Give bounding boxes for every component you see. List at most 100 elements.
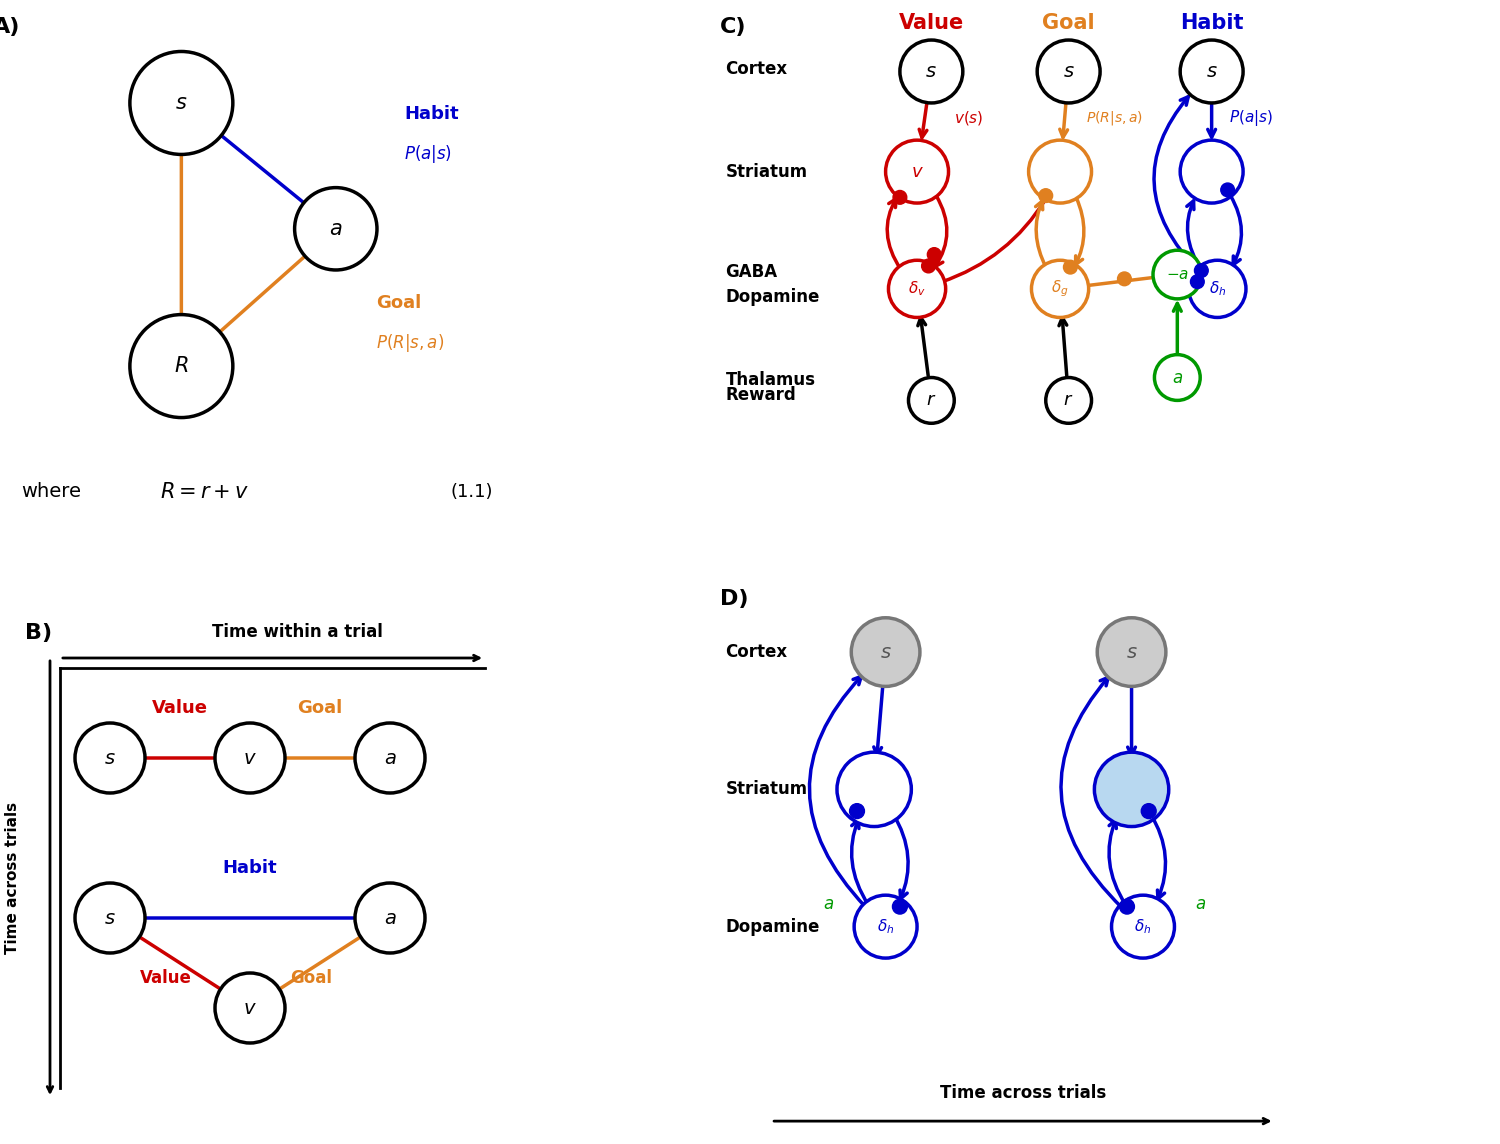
Text: Dopamine: Dopamine	[726, 917, 821, 936]
Circle shape	[1029, 140, 1092, 204]
Text: (1.1): (1.1)	[450, 483, 492, 501]
FancyArrowPatch shape	[1059, 318, 1066, 375]
Circle shape	[130, 51, 232, 154]
Circle shape	[1190, 261, 1246, 318]
Text: $P(R|s,a)$: $P(R|s,a)$	[1086, 110, 1143, 127]
Circle shape	[1064, 261, 1077, 275]
Circle shape	[1154, 251, 1202, 299]
FancyArrowPatch shape	[918, 318, 928, 375]
Text: $\delta_h$: $\delta_h$	[1209, 279, 1225, 299]
Circle shape	[1112, 895, 1174, 959]
Text: $R$: $R$	[174, 356, 189, 376]
Text: $v(s)$: $v(s)$	[954, 110, 984, 127]
Circle shape	[1180, 40, 1244, 103]
Text: $s$: $s$	[104, 748, 116, 768]
Text: $\delta_h$: $\delta_h$	[1134, 917, 1152, 936]
Text: Time across trials: Time across trials	[4, 802, 20, 954]
Circle shape	[1118, 272, 1131, 286]
Circle shape	[885, 140, 948, 204]
Circle shape	[356, 883, 424, 953]
FancyArrowPatch shape	[886, 199, 902, 270]
Text: $s$: $s$	[104, 908, 116, 928]
FancyArrowPatch shape	[940, 199, 1046, 283]
Text: Reward: Reward	[726, 386, 796, 404]
Text: $a$: $a$	[328, 219, 342, 239]
FancyArrowPatch shape	[1208, 102, 1215, 137]
FancyArrowPatch shape	[1150, 813, 1166, 899]
FancyArrowPatch shape	[1154, 97, 1198, 272]
Text: Thalamus: Thalamus	[726, 372, 816, 389]
Text: A): A)	[0, 17, 20, 37]
Text: Value: Value	[898, 13, 964, 33]
Text: where: where	[21, 483, 81, 501]
FancyArrowPatch shape	[936, 196, 946, 267]
FancyArrowPatch shape	[202, 120, 315, 212]
Text: $s$: $s$	[176, 93, 188, 113]
Text: Dopamine: Dopamine	[726, 288, 821, 307]
Text: Cortex: Cortex	[726, 643, 788, 661]
FancyArrowPatch shape	[1108, 820, 1125, 905]
Circle shape	[1096, 618, 1166, 686]
Text: Goal: Goal	[376, 294, 422, 312]
Circle shape	[1032, 261, 1089, 318]
Circle shape	[1095, 753, 1168, 826]
Text: $P(a|s)$: $P(a|s)$	[405, 143, 453, 166]
Circle shape	[837, 753, 912, 826]
Text: $P(a|s)$: $P(a|s)$	[1228, 109, 1274, 128]
Circle shape	[1036, 40, 1100, 103]
Text: Habit: Habit	[222, 859, 278, 877]
Circle shape	[1221, 183, 1234, 197]
FancyArrowPatch shape	[1060, 677, 1122, 908]
Circle shape	[1155, 355, 1200, 400]
Circle shape	[853, 895, 916, 959]
FancyArrowPatch shape	[206, 245, 318, 345]
Circle shape	[921, 260, 936, 273]
Text: $a$: $a$	[1194, 895, 1206, 913]
Text: $s$: $s$	[1206, 62, 1218, 81]
FancyArrowPatch shape	[1060, 102, 1068, 137]
Text: GABA: GABA	[726, 263, 777, 280]
FancyArrowPatch shape	[132, 914, 364, 922]
Text: $s$: $s$	[879, 643, 891, 661]
Text: $P(R|s,a)$: $P(R|s,a)$	[376, 332, 444, 355]
FancyArrowPatch shape	[268, 932, 368, 996]
FancyArrowPatch shape	[272, 754, 364, 762]
Text: B): B)	[26, 623, 53, 643]
FancyArrowPatch shape	[1230, 196, 1242, 264]
Text: Habit: Habit	[405, 105, 459, 124]
Circle shape	[214, 974, 285, 1043]
Text: $v$: $v$	[910, 162, 924, 181]
Circle shape	[130, 315, 232, 418]
Circle shape	[1119, 899, 1134, 914]
Text: $v$: $v$	[243, 999, 256, 1017]
Text: Time across trials: Time across trials	[940, 1083, 1106, 1102]
FancyArrowPatch shape	[1084, 278, 1152, 286]
Text: $\delta_v$: $\delta_v$	[908, 279, 926, 299]
Circle shape	[1194, 264, 1208, 278]
Circle shape	[892, 899, 908, 914]
Circle shape	[1046, 378, 1092, 423]
Circle shape	[214, 723, 285, 793]
Text: $a$: $a$	[1172, 368, 1184, 387]
Text: D): D)	[720, 589, 748, 609]
FancyArrowPatch shape	[177, 130, 184, 334]
Text: $R = r + v$: $R = r + v$	[160, 482, 249, 502]
Circle shape	[1040, 189, 1053, 202]
Text: Cortex: Cortex	[726, 59, 788, 78]
FancyArrowPatch shape	[1128, 683, 1136, 755]
Circle shape	[1191, 275, 1204, 288]
Text: Value: Value	[140, 969, 192, 987]
Text: $\delta_g$: $\delta_g$	[1052, 278, 1070, 300]
Text: Striatum: Striatum	[726, 780, 807, 799]
FancyArrowPatch shape	[892, 813, 908, 899]
FancyArrowPatch shape	[1173, 303, 1180, 352]
Text: Time within a trial: Time within a trial	[211, 623, 382, 641]
Text: $s$: $s$	[926, 62, 938, 81]
FancyArrowPatch shape	[1186, 201, 1202, 270]
Text: $a$: $a$	[824, 895, 834, 913]
Circle shape	[888, 261, 945, 318]
Circle shape	[1180, 140, 1244, 204]
Text: $\delta_h$: $\delta_h$	[878, 917, 894, 936]
FancyArrowPatch shape	[1076, 198, 1084, 264]
Text: $v$: $v$	[243, 748, 256, 768]
